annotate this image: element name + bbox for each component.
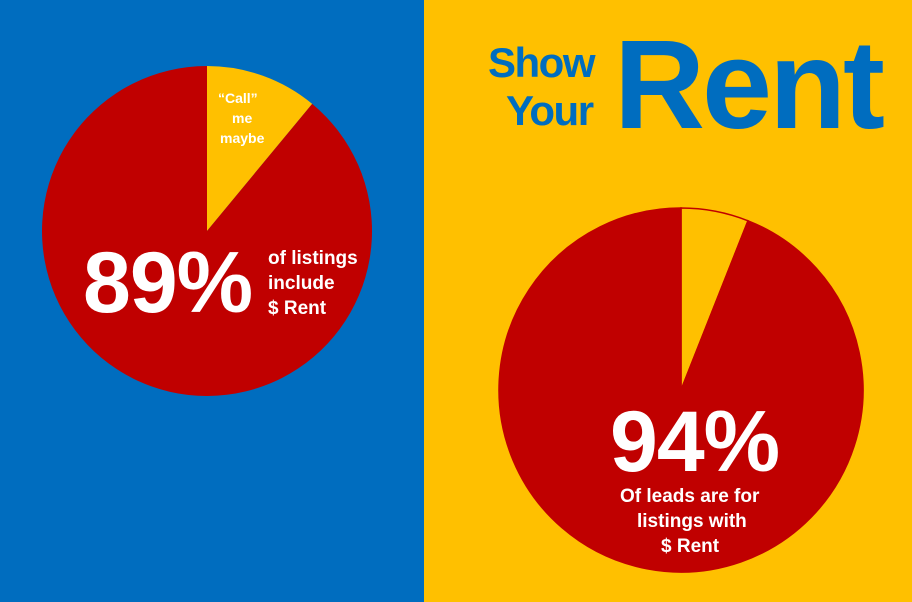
slice-label-2: me	[232, 110, 253, 126]
slice-label-1: “Call”	[218, 90, 258, 106]
big-percent-right: 94%	[610, 394, 780, 490]
title-rent: Rent	[614, 14, 885, 155]
caption-left-3: $ Rent	[268, 298, 327, 319]
title-your: Your	[506, 87, 594, 134]
pie-1-slice-1	[207, 66, 313, 231]
caption-right-1: Of leads are for	[620, 486, 760, 507]
pie-2-slice-2	[498, 207, 864, 573]
caption-left-1: of listings	[268, 248, 358, 269]
pie-1-slice-2	[41, 66, 372, 396]
title-show: Show	[488, 39, 596, 86]
caption-left-2: include	[268, 273, 335, 294]
caption-right-3: $ Rent	[661, 536, 720, 557]
slice-label-3: maybe	[220, 130, 265, 146]
big-percent-left: 89%	[83, 235, 253, 331]
caption-right-2: listings with	[637, 511, 747, 532]
